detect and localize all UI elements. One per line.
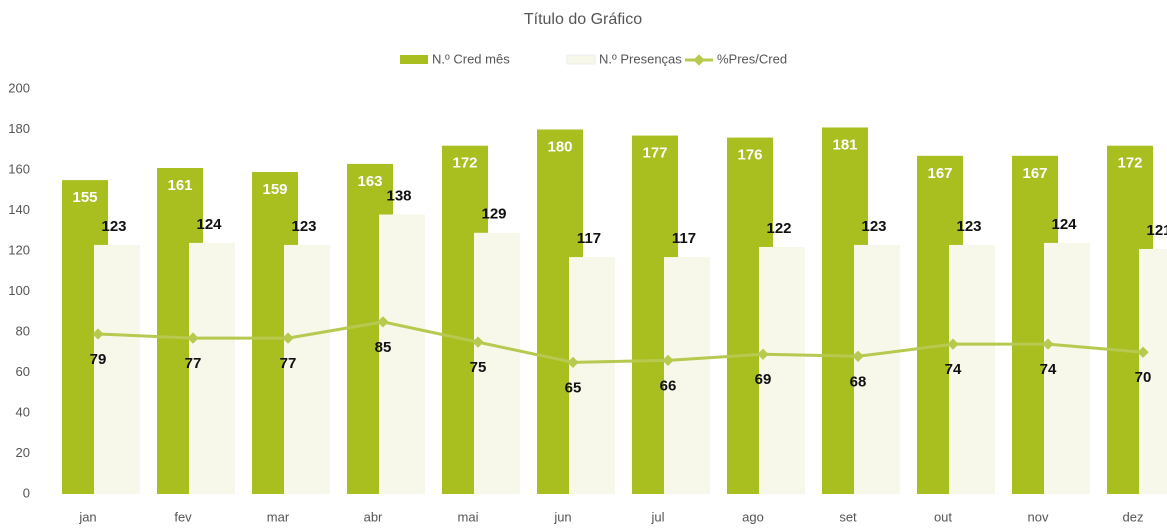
- marker: [947, 338, 959, 350]
- bar: [189, 242, 235, 494]
- x-tick-label: out: [934, 509, 952, 524]
- data-label: 74: [945, 361, 962, 378]
- data-label: 138: [386, 188, 411, 205]
- data-label: 163: [357, 173, 382, 190]
- y-tick-label: 0: [23, 485, 30, 500]
- marker: [852, 350, 864, 362]
- marker: [567, 356, 579, 369]
- data-label: 167: [927, 165, 952, 182]
- x-tick-label: jun: [553, 509, 571, 524]
- legend-label: %Pres/Cred: [717, 51, 787, 66]
- bar: [949, 244, 995, 494]
- marker: [662, 354, 674, 367]
- data-label: 70: [1135, 369, 1152, 386]
- x-tick-label: ago: [742, 509, 764, 524]
- marker: [282, 332, 294, 344]
- data-label: 181: [832, 136, 857, 153]
- data-label: 74: [1040, 361, 1057, 378]
- bar: [94, 244, 140, 494]
- marker: [757, 348, 769, 360]
- data-label: 129: [481, 206, 506, 223]
- data-label: 180: [547, 138, 572, 155]
- legend-swatch: [566, 54, 596, 65]
- x-tick-label: set: [839, 509, 857, 524]
- marker: [472, 336, 484, 348]
- y-tick-label: 160: [8, 161, 30, 176]
- y-tick-label: 60: [16, 364, 30, 379]
- data-label: 123: [861, 218, 886, 235]
- x-tick-label: jul: [650, 509, 664, 524]
- data-label: 159: [262, 181, 287, 198]
- x-tick-label: jan: [78, 509, 96, 524]
- legend-swatch: [400, 55, 428, 64]
- data-label: 117: [577, 230, 601, 247]
- y-tick-label: 100: [8, 283, 30, 298]
- chart-title: Título do Gráfico: [524, 11, 642, 28]
- data-label: 155: [72, 189, 97, 206]
- data-label: 123: [291, 218, 316, 235]
- data-label: 123: [101, 218, 126, 235]
- y-tick-label: 120: [8, 242, 30, 257]
- data-label: 69: [755, 371, 772, 388]
- data-label: 124: [1051, 216, 1077, 233]
- data-label: 122: [766, 220, 791, 237]
- bar: [759, 246, 805, 494]
- legend-label: N.º Cred mês: [432, 51, 510, 66]
- data-label: 172: [1117, 155, 1142, 172]
- y-tick-label: 20: [16, 445, 30, 460]
- data-label: 66: [660, 377, 677, 394]
- data-label: 85: [375, 339, 392, 356]
- line: [97, 320, 1144, 364]
- data-label: 124: [196, 216, 222, 233]
- y-tick-label: 140: [8, 202, 30, 217]
- bar: [1044, 242, 1090, 494]
- data-label: 68: [850, 373, 867, 390]
- bar: [664, 257, 710, 494]
- data-label: 121: [1146, 222, 1167, 239]
- x-tick-label: nov: [1028, 509, 1049, 524]
- data-label: 176: [737, 147, 762, 164]
- x-tick-label: dez: [1123, 509, 1144, 524]
- data-label: 117: [672, 230, 696, 247]
- legend-label: N.º Presenças: [599, 51, 682, 66]
- x-tick-label: abr: [364, 509, 383, 524]
- x-tick-label: mar: [267, 509, 290, 524]
- data-label: 123: [956, 218, 981, 235]
- legend-marker: [693, 54, 705, 66]
- bar: [284, 244, 330, 494]
- data-label: 167: [1022, 165, 1047, 182]
- x-tick-label: mai: [458, 509, 479, 524]
- data-label: 65: [565, 379, 582, 396]
- data-label: 79: [90, 351, 107, 368]
- y-tick-label: 80: [16, 323, 30, 338]
- marker: [377, 316, 389, 328]
- marker: [1137, 346, 1149, 358]
- data-label: 177: [642, 145, 667, 162]
- marker: [1042, 338, 1054, 350]
- y-tick-label: 180: [8, 121, 30, 136]
- bar: [379, 214, 425, 495]
- bar: [1139, 248, 1167, 494]
- data-label: 77: [280, 355, 297, 372]
- bar: [854, 244, 900, 494]
- bar: [474, 232, 520, 494]
- y-tick-label: 200: [8, 80, 30, 95]
- data-label: 77: [185, 355, 202, 372]
- bar: [569, 257, 615, 494]
- data-label: 75: [470, 359, 487, 376]
- data-label: 161: [167, 177, 192, 194]
- data-label: 172: [452, 155, 477, 172]
- y-tick-label: 40: [16, 404, 30, 419]
- x-tick-label: fev: [174, 509, 192, 524]
- marker: [187, 332, 199, 344]
